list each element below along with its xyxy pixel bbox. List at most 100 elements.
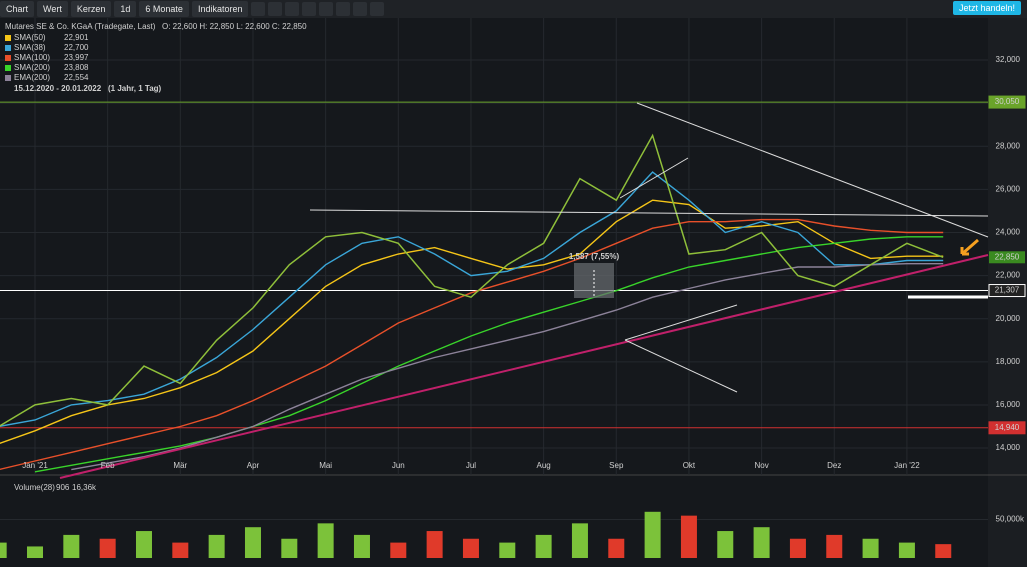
volume-bar: [826, 534, 843, 558]
y-tick-label: 18,000: [996, 357, 1021, 366]
legend-value: 22,901: [64, 33, 89, 42]
volume-bar: [644, 511, 661, 558]
tool-icon[interactable]: [285, 2, 300, 16]
tool-icon[interactable]: [268, 2, 283, 16]
x-tick-label: Feb: [101, 461, 115, 470]
legend-title: Mutares SE & Co. KGaA (Tradegate, Last): [5, 22, 156, 31]
annotation: 1,587 (7,55%): [569, 252, 620, 261]
legend-value: 23,808: [64, 63, 89, 72]
x-tick-label: Jun: [392, 461, 405, 470]
legend-name: SMA(38): [14, 43, 46, 52]
x-tick-label: Jan '22: [894, 461, 920, 470]
volume-bar: [935, 544, 952, 558]
indicator-line: [71, 263, 944, 471]
volume-bar: [99, 538, 116, 558]
measure-box: [574, 263, 614, 298]
legend-swatch: [5, 55, 11, 61]
volume-bar: [281, 538, 298, 558]
trendline: [619, 157, 689, 199]
volume-bar: [680, 515, 697, 558]
volume-bar: [753, 527, 770, 558]
legend-swatch: [5, 45, 11, 51]
last-price-label: 22,850: [995, 252, 1020, 261]
period: (1 Jahr, 1 Tag): [108, 84, 162, 93]
level-tag: [988, 284, 1026, 298]
legend-value: 23,997: [64, 53, 89, 62]
legend-value: 22,700: [64, 43, 89, 52]
volume-bar: [135, 531, 152, 558]
volume-bar: [499, 542, 516, 558]
legend-ohlc: O: 22,600 H: 22,850 L: 22,600 C: 22,850: [162, 22, 307, 31]
tool-icon[interactable]: [319, 2, 334, 16]
date-range: 15.12.2020 - 20.01.2022: [14, 84, 102, 93]
volume-bar: [208, 534, 225, 558]
toolbar-button[interactable]: Kerzen: [70, 1, 112, 17]
tool-icon[interactable]: [302, 2, 317, 16]
legend-swatch: [5, 35, 11, 41]
indicator-line: [34, 236, 944, 473]
volume-bar: [353, 534, 370, 558]
volume-bar: [390, 542, 407, 558]
drawings: [59, 102, 989, 479]
legend-name: EMA(200): [14, 73, 50, 82]
toolbar-button[interactable]: Indikatoren: [191, 1, 249, 17]
y-tick-label: 20,000: [996, 314, 1021, 323]
volume-bar: [0, 542, 7, 558]
legend-name: SMA(200): [14, 63, 50, 72]
volume-bar: [898, 542, 915, 558]
volume-value: 906: [56, 483, 70, 492]
volume-bar: [63, 534, 80, 558]
y-tick-label: 32,000: [996, 55, 1021, 64]
chart: 14,000 16,000 18,000 20,000 22,000 24,000 26,0…: [0, 18, 1027, 567]
tool-icon[interactable]: [370, 2, 385, 16]
y-tick-label: 50,000k: [996, 515, 1025, 524]
toolbar-button[interactable]: 1d: [114, 1, 137, 17]
last-price-tag: [989, 251, 1025, 264]
volume-value: 16,36k: [72, 483, 97, 492]
volume-bar: [27, 546, 43, 558]
trade-button[interactable]: Jetzt handeln!: [952, 1, 1021, 15]
trendline: [309, 209, 989, 217]
level-label: 30,050: [995, 97, 1020, 106]
y-tick-label: 26,000: [996, 184, 1021, 193]
trendline: [636, 102, 989, 238]
toolbar-button[interactable]: Wert: [37, 1, 68, 17]
volume-bar: [426, 531, 443, 558]
x-tick-label: Dez: [827, 461, 841, 470]
volume-bar: [571, 523, 588, 558]
legend-name: SMA(100): [14, 53, 50, 62]
arrow: [960, 238, 979, 256]
tool-icon[interactable]: [353, 2, 368, 16]
indicator-line: [0, 218, 944, 471]
level-label: 14,940: [995, 423, 1020, 432]
price-line: [0, 133, 944, 427]
legend-swatch: [5, 65, 11, 71]
volume-bar: [789, 538, 806, 558]
volume-bar: [244, 527, 261, 558]
legend-name: SMA(50): [14, 33, 46, 42]
tool-icon[interactable]: [251, 2, 266, 16]
volume-bar: [172, 542, 189, 558]
tool-icon[interactable]: [336, 2, 351, 16]
toolbar-button[interactable]: 6 Monate: [139, 1, 189, 17]
volume-bar: [717, 531, 734, 558]
trendline: [624, 304, 738, 341]
x-tick-label: Okt: [683, 461, 696, 470]
volume-title: Volume(28): [14, 483, 55, 492]
x-tick-label: Aug: [537, 461, 551, 470]
volume-bar: [535, 534, 552, 558]
x-tick-label: Mai: [319, 461, 332, 470]
x-tick-label: Jan '21: [22, 461, 48, 470]
trendline: [59, 254, 989, 479]
toolbar: Chart Wert Kerzen 1d 6 Monate Indikatore…: [0, 0, 1027, 18]
level-tag: [988, 95, 1026, 109]
toolbar-button[interactable]: Chart: [0, 1, 35, 17]
y-tick-label: 28,000: [996, 141, 1021, 150]
y-tick-label: 14,000: [996, 443, 1021, 452]
volume-bar: [317, 523, 334, 558]
x-tick-label: Mär: [173, 461, 187, 470]
trendline: [624, 339, 738, 393]
x-tick-label: Apr: [247, 461, 260, 470]
y-tick-label: 22,000: [996, 271, 1021, 280]
